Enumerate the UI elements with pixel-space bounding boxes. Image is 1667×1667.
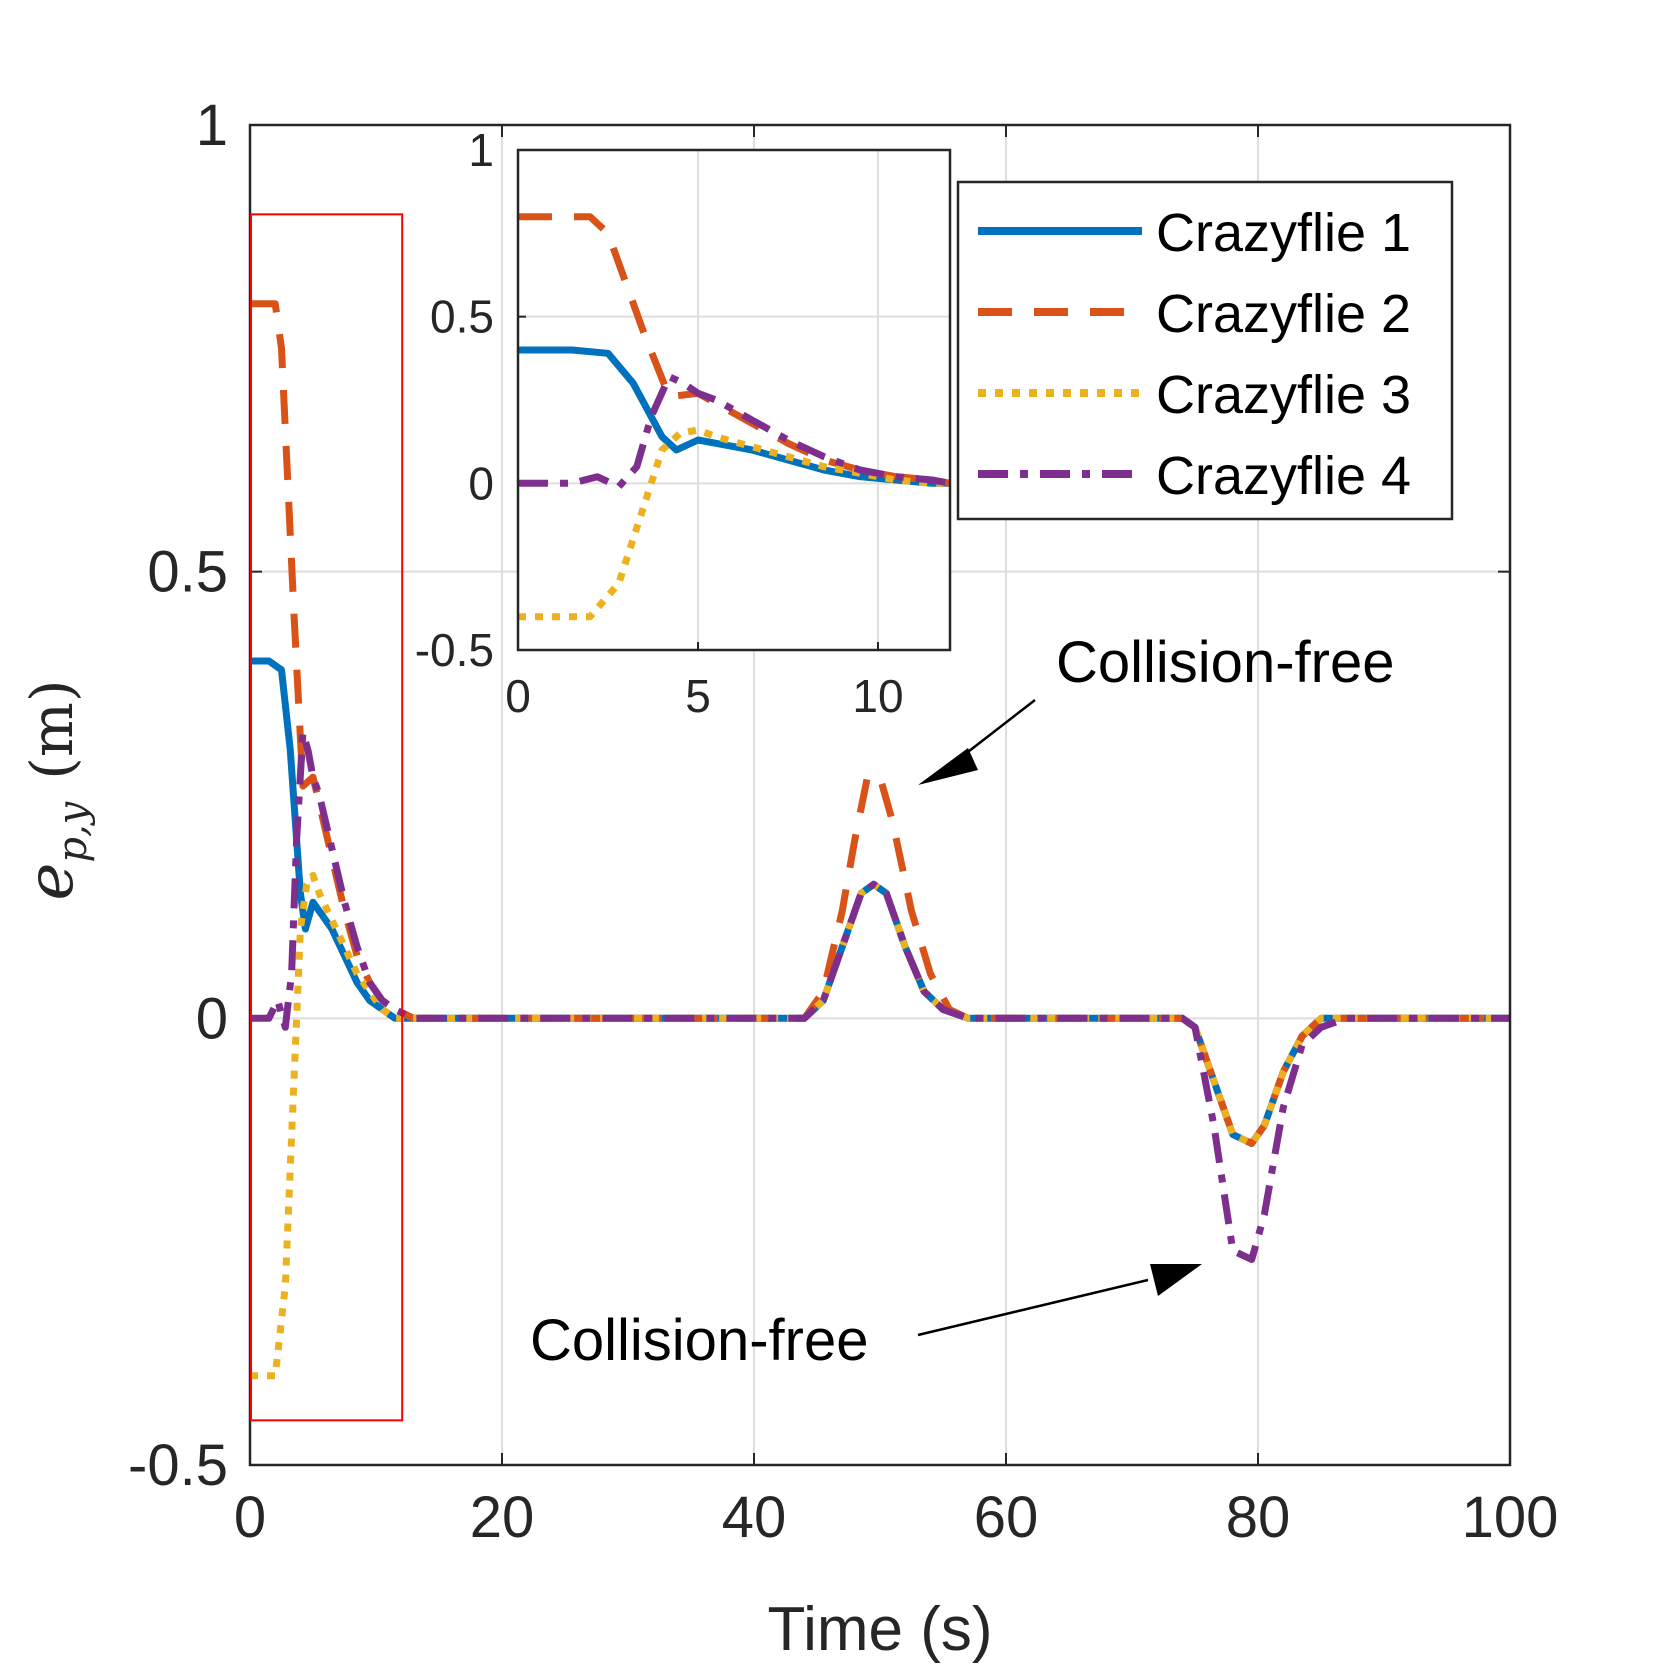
legend-box	[956, 180, 1454, 521]
main-x-tick-label: 80	[1226, 1485, 1291, 1550]
inset-y-tick-label: 0.5	[430, 291, 494, 343]
legend-label-4: Crazyflie 4	[1156, 446, 1411, 506]
annotation-arrowhead-lower	[1150, 1264, 1202, 1296]
main-plot-frame	[248, 123, 1512, 1467]
annotation-arrowhead-upper	[918, 748, 978, 785]
y-axis-label: ep,y (m)	[14, 679, 96, 900]
inset-series-line-3	[518, 426, 950, 621]
legend-label-2: Crazyflie 2	[1156, 284, 1411, 344]
y-axis-label-symbol: e	[14, 863, 88, 901]
x-axis-label: Time (s)	[768, 1595, 993, 1664]
y-axis-label-subscript: p,y	[50, 800, 96, 862]
main-series-line-2	[250, 300, 1510, 1147]
annotation-collision-free-upper: Collision-free	[1056, 630, 1394, 695]
main-x-tick-label: 40	[722, 1485, 787, 1550]
main-series-line-3	[250, 871, 1510, 1380]
inset-y-tick-label: 1	[468, 124, 494, 176]
inset-x-tick-label: 0	[505, 670, 531, 722]
main-y-tick-label: -0.5	[128, 1433, 228, 1498]
inset-tick-labels: 0 5 10-0.500.51	[415, 124, 904, 722]
annotation-arrow-lower	[917, 1278, 1149, 1337]
legend-label-3: Crazyflie 3	[1156, 365, 1411, 425]
main-tick-labels: 0 20 40 60 80 100-0.500.51	[128, 93, 1558, 1550]
inset-series-line-4	[518, 373, 951, 491]
y-axis-label-unit: (m)	[18, 679, 86, 779]
svg-text:ep,y(m): ep,y (m)	[14, 679, 96, 900]
inset-plot-area	[518, 150, 950, 650]
main-y-tick-label: 1	[196, 93, 228, 158]
inset-plot-frame	[516, 148, 952, 652]
inset-series-line-1	[518, 346, 950, 487]
main-series	[250, 300, 1510, 1380]
annotation-collision-free-lower: Collision-free	[530, 1308, 868, 1373]
main-series-line-4	[250, 729, 1510, 1263]
inset-series	[518, 213, 951, 621]
inset-y-tick-label: 0	[468, 457, 494, 509]
inset-series-line-2	[518, 213, 951, 487]
zoom-region-box	[250, 213, 404, 1422]
main-x-tick-label: 20	[470, 1485, 535, 1550]
legend: Crazyflie 1 Crazyflie 2 Crazyflie 3 Crazyfl…	[956, 180, 1454, 521]
main-x-tick-label: 0	[234, 1485, 266, 1550]
main-x-tick-label: 60	[974, 1485, 1039, 1550]
main-y-tick-label: 0.5	[147, 540, 228, 605]
inset-x-tick-label: 5	[685, 670, 711, 722]
main-y-tick-label: 0	[196, 986, 228, 1051]
main-x-tick-label: 100	[1462, 1485, 1559, 1550]
legend-label-1: Crazyflie 1	[1156, 203, 1411, 263]
inset-x-tick-label: 10	[852, 670, 903, 722]
inset-y-tick-label: -0.5	[415, 624, 494, 676]
